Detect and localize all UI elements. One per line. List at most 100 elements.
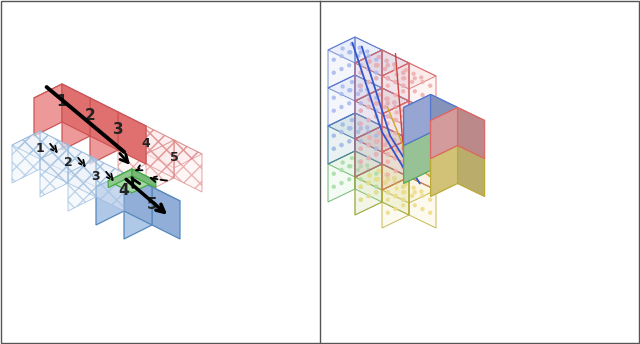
Polygon shape xyxy=(458,146,484,196)
Circle shape xyxy=(376,140,379,143)
Circle shape xyxy=(332,147,335,150)
Circle shape xyxy=(387,173,389,176)
Circle shape xyxy=(367,157,370,160)
Circle shape xyxy=(375,153,378,156)
Circle shape xyxy=(378,56,380,58)
Circle shape xyxy=(376,178,379,181)
Circle shape xyxy=(332,96,335,99)
Circle shape xyxy=(332,134,335,137)
Circle shape xyxy=(394,106,397,108)
Polygon shape xyxy=(382,177,436,203)
Circle shape xyxy=(367,157,370,160)
Circle shape xyxy=(394,94,397,97)
Circle shape xyxy=(375,140,378,143)
Circle shape xyxy=(387,173,389,176)
Polygon shape xyxy=(382,50,409,101)
Polygon shape xyxy=(108,169,156,193)
Polygon shape xyxy=(90,112,118,164)
Circle shape xyxy=(394,194,397,197)
Circle shape xyxy=(375,153,378,156)
Circle shape xyxy=(402,109,404,112)
Polygon shape xyxy=(34,84,62,136)
Polygon shape xyxy=(355,88,409,114)
Circle shape xyxy=(376,64,379,67)
Circle shape xyxy=(375,140,378,143)
Circle shape xyxy=(383,143,387,147)
Circle shape xyxy=(411,118,413,121)
Circle shape xyxy=(348,127,351,130)
Circle shape xyxy=(366,126,369,129)
Circle shape xyxy=(412,186,415,189)
Circle shape xyxy=(367,67,370,71)
Circle shape xyxy=(340,106,343,108)
Polygon shape xyxy=(355,151,382,202)
Polygon shape xyxy=(132,169,156,188)
Circle shape xyxy=(359,140,362,143)
Circle shape xyxy=(375,115,378,118)
Polygon shape xyxy=(146,140,174,192)
Polygon shape xyxy=(382,126,409,177)
Circle shape xyxy=(387,135,389,138)
Circle shape xyxy=(402,147,404,150)
Polygon shape xyxy=(409,177,436,228)
Circle shape xyxy=(375,58,378,61)
Circle shape xyxy=(368,136,371,139)
Circle shape xyxy=(378,131,380,135)
Circle shape xyxy=(385,59,388,62)
Circle shape xyxy=(359,71,362,74)
Circle shape xyxy=(375,109,378,112)
Circle shape xyxy=(402,71,404,74)
Circle shape xyxy=(340,182,343,184)
Circle shape xyxy=(340,93,343,96)
Circle shape xyxy=(404,144,408,148)
Polygon shape xyxy=(328,113,382,139)
Circle shape xyxy=(394,157,397,160)
Polygon shape xyxy=(431,95,458,146)
Text: 4: 4 xyxy=(141,137,150,150)
Circle shape xyxy=(429,135,432,138)
Circle shape xyxy=(402,109,404,112)
Polygon shape xyxy=(328,37,382,63)
Polygon shape xyxy=(124,187,180,215)
Circle shape xyxy=(394,131,397,135)
Circle shape xyxy=(393,139,396,142)
Circle shape xyxy=(387,191,389,194)
Circle shape xyxy=(402,122,404,125)
Circle shape xyxy=(394,157,397,160)
Circle shape xyxy=(375,102,378,105)
Polygon shape xyxy=(328,113,355,164)
Circle shape xyxy=(394,207,397,211)
Polygon shape xyxy=(431,107,458,159)
Circle shape xyxy=(413,191,416,194)
Circle shape xyxy=(404,68,408,72)
Circle shape xyxy=(348,64,351,67)
Polygon shape xyxy=(355,164,409,190)
Circle shape xyxy=(403,191,406,194)
Circle shape xyxy=(394,80,397,84)
Polygon shape xyxy=(68,159,96,211)
Circle shape xyxy=(332,134,335,137)
Circle shape xyxy=(359,140,362,143)
Circle shape xyxy=(411,157,413,159)
Circle shape xyxy=(340,143,343,147)
Circle shape xyxy=(402,198,404,201)
Circle shape xyxy=(402,166,404,169)
Circle shape xyxy=(367,80,370,84)
Circle shape xyxy=(375,191,378,194)
Circle shape xyxy=(387,115,389,118)
Circle shape xyxy=(387,153,389,156)
Circle shape xyxy=(332,71,335,74)
Circle shape xyxy=(402,160,404,163)
Circle shape xyxy=(368,60,371,63)
Circle shape xyxy=(394,80,397,84)
Circle shape xyxy=(429,160,432,163)
Circle shape xyxy=(359,102,362,105)
Circle shape xyxy=(385,135,388,138)
Polygon shape xyxy=(382,101,436,127)
Circle shape xyxy=(367,143,370,147)
Circle shape xyxy=(351,119,353,121)
Circle shape xyxy=(368,174,371,177)
Circle shape xyxy=(368,136,371,139)
Polygon shape xyxy=(382,126,409,177)
Circle shape xyxy=(340,130,343,133)
